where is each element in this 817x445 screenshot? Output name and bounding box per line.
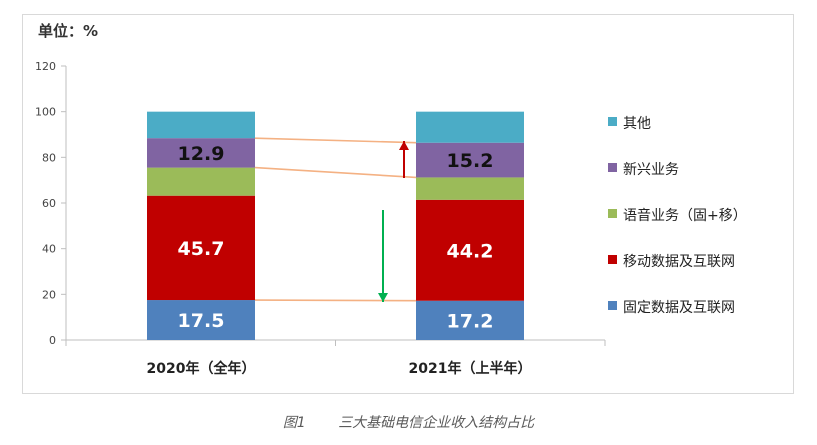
figure-title: 三大基础电信企业收入结构占比 [338, 415, 535, 431]
y-tick-label: 0 [49, 334, 56, 347]
legend-label: 固定数据及互联网 [623, 300, 735, 316]
bar-segment [416, 177, 524, 200]
bar-segment [147, 138, 255, 168]
data-label: 17.2 [447, 310, 494, 332]
legend-label: 其他 [623, 116, 651, 132]
bar-segment [147, 300, 255, 340]
bar-segment [416, 199, 524, 301]
y-tick-label: 60 [42, 197, 56, 210]
bar-segment [416, 142, 524, 178]
bar-segment [416, 300, 524, 340]
data-label: 44.2 [447, 240, 494, 262]
data-label: 12.9 [178, 143, 225, 165]
data-label: 15.2 [447, 150, 494, 172]
figure-caption: 图1 三大基础电信企业收入结构占比 [0, 412, 817, 432]
legend-label: 新兴业务 [623, 162, 679, 178]
x-category-label: 2021年（上半年） [409, 360, 532, 377]
legend-swatch [608, 209, 617, 218]
y-tick-label: 40 [42, 243, 56, 256]
connector-line [254, 166, 417, 179]
connector-line [254, 299, 417, 302]
x-category-label: 2020年（全年） [147, 360, 256, 377]
y-tick-label: 100 [35, 106, 56, 119]
y-tick-label: 20 [42, 288, 56, 301]
bar-segment [147, 111, 255, 139]
stacked-bar-chart: 单位：% 0 20 40 60 80 100 120 2020年（全年） 2021年（上半年） 17… [35, 22, 747, 377]
connector-line [254, 137, 417, 144]
unit-label: 单位：% [38, 22, 98, 40]
legend-label: 语音业务（固+移） [623, 207, 747, 224]
figure-label: 图1 [282, 415, 306, 431]
data-label: 17.5 [178, 310, 225, 332]
data-label: 45.7 [178, 238, 225, 260]
down-arrow-head [378, 293, 388, 302]
bar-segment [147, 195, 255, 301]
y-tick-label: 120 [35, 60, 56, 73]
bar-segment [416, 111, 524, 143]
legend-swatch [608, 163, 617, 172]
bar-segment [147, 167, 255, 196]
y-tick-label: 80 [42, 151, 56, 164]
legend-swatch [608, 255, 617, 264]
legend-swatch [608, 301, 617, 310]
up-arrow-head [399, 141, 409, 150]
legend-swatch [608, 117, 617, 126]
legend-label: 移动数据及互联网 [623, 254, 735, 270]
